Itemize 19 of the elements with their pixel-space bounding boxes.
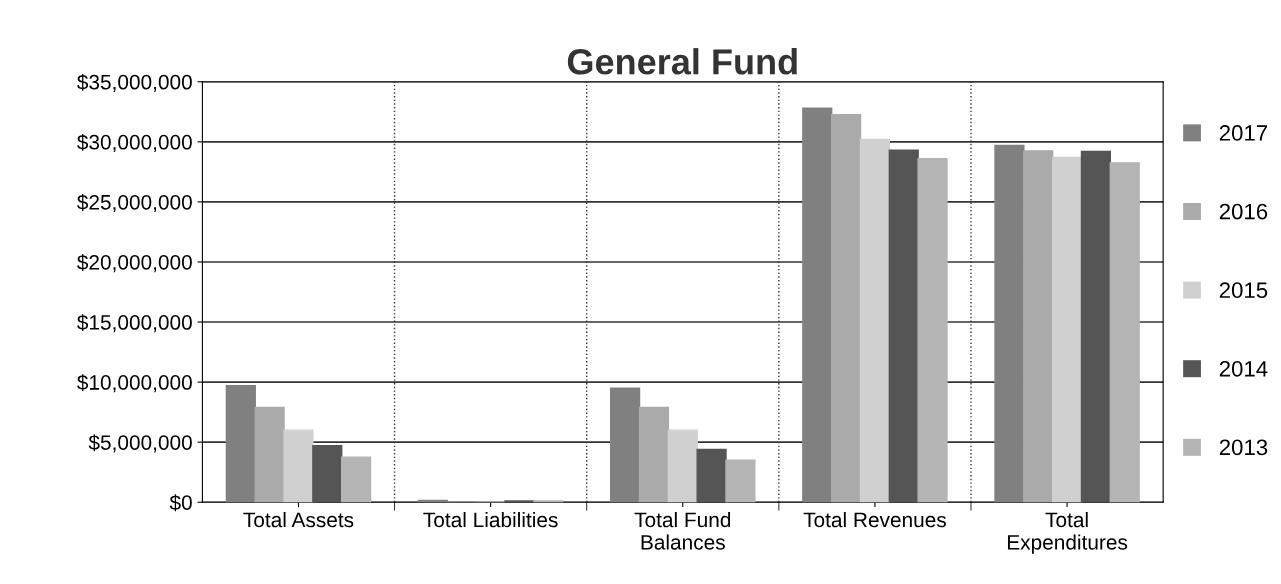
legend-label: 2015 (1219, 282, 1268, 299)
legend-label: 2017 (1219, 125, 1268, 141)
y-tick-label: $25,000,000 (77, 194, 192, 213)
y-tick-label: $15,000,000 (77, 314, 192, 333)
x-tick-label: Total Fund Balances (634, 511, 731, 550)
y-tick-label: $10,000,000 (77, 374, 192, 393)
legend-label: 2016 (1219, 203, 1268, 220)
y-tick-label: $30,000,000 (77, 133, 192, 153)
legend-label: 2014 (1219, 360, 1268, 377)
y-tick-label: $0 (169, 494, 192, 512)
y-tick-label: $5,000,000 (88, 434, 192, 453)
x-tick-label: Total Liabilities (423, 511, 558, 528)
y-tick-label: $35,000,000 (77, 73, 192, 92)
y-tick-label: $20,000,000 (77, 254, 192, 273)
chart-title: General Fund (567, 48, 797, 75)
x-tick-label: Total Expenditures (1007, 511, 1128, 554)
x-tick-label: Total Revenues (803, 511, 946, 528)
legend-label: 2013 (1219, 439, 1268, 456)
x-tick-label: Total Assets (243, 511, 354, 528)
